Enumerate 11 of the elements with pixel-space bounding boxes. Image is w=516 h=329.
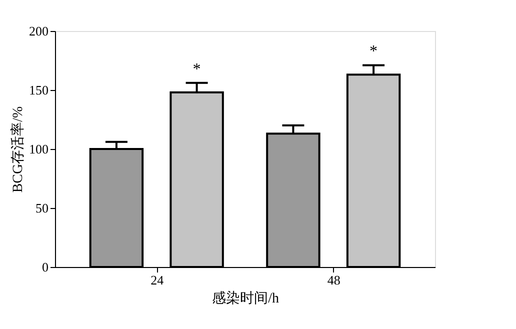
x-tick-label: 48 <box>327 272 340 288</box>
x-tick-label: 24 <box>150 272 164 288</box>
y-tick-label: 50 <box>36 200 48 216</box>
y-tick-label: 200 <box>29 24 48 38</box>
annotation: * <box>192 60 201 78</box>
annotation: * <box>370 43 378 60</box>
y-axis-title: BCG存活率/% <box>10 106 26 193</box>
x-axis-title: 感染时间/h <box>212 290 279 306</box>
y-tick-label: 150 <box>29 82 48 98</box>
y-tick-label: 0 <box>42 260 48 274</box>
y-tick-label: 100 <box>29 142 48 156</box>
